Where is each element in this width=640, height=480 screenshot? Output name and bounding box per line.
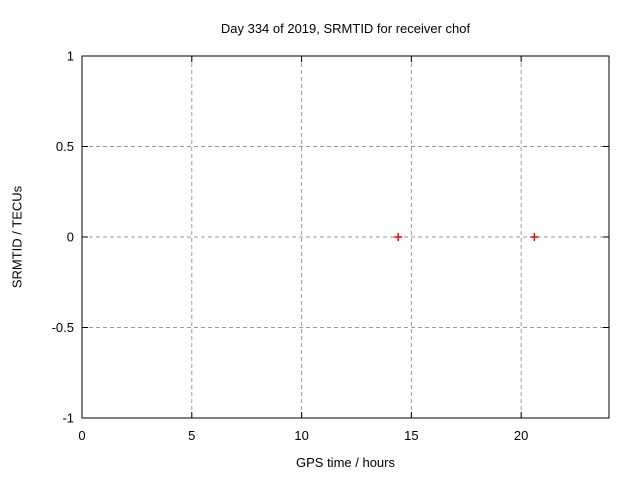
y-tick-label: -0.5 xyxy=(52,320,74,335)
x-tick-label: 5 xyxy=(188,428,195,443)
y-tick-label: -1 xyxy=(62,411,74,426)
x-tick-label: 0 xyxy=(78,428,85,443)
y-tick-label: 0.5 xyxy=(56,139,74,154)
y-tick-label: 0 xyxy=(67,230,74,245)
x-tick-label: 20 xyxy=(514,428,528,443)
y-tick-label: 1 xyxy=(67,49,74,64)
chart-title: Day 334 of 2019, SRMTID for receiver cho… xyxy=(220,21,471,36)
x-tick-label: 15 xyxy=(404,428,418,443)
x-axis-label: GPS time / hours xyxy=(296,455,395,470)
x-tick-label: 10 xyxy=(294,428,308,443)
